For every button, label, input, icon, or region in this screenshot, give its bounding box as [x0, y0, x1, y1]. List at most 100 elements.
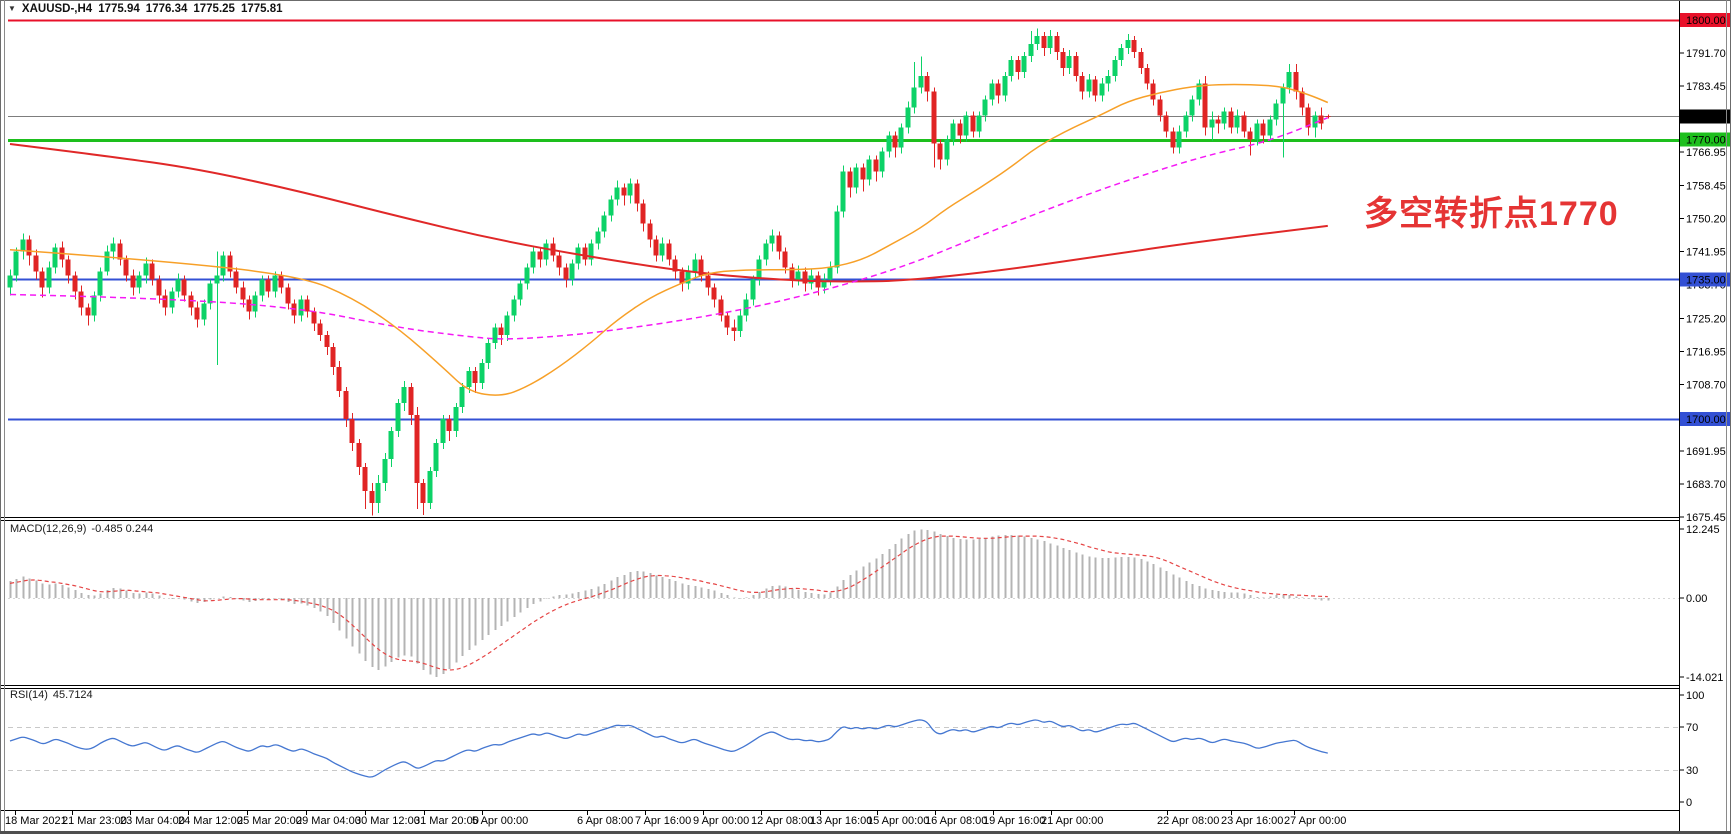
candle-body: [970, 115, 976, 132]
candle-body: [898, 127, 904, 148]
candle-body: [931, 91, 937, 144]
candle-body: [1112, 59, 1118, 76]
time-tick-label: 18 Mar 2021: [5, 815, 67, 827]
candle-body: [963, 115, 969, 136]
rsi-tick-label: 30: [1686, 765, 1698, 777]
candle-body: [498, 327, 504, 336]
time-tick-label: 30 Mar 12:00: [355, 815, 420, 827]
candle-body: [343, 391, 349, 420]
macd-tick-label: 0.00: [1686, 593, 1707, 605]
candle-body: [737, 315, 743, 332]
price-tick-label: 1791.70: [1686, 48, 1726, 60]
candle-body: [382, 458, 388, 483]
candle-body: [1221, 111, 1227, 124]
candle-body: [873, 159, 879, 172]
candle-body: [1209, 119, 1215, 128]
candle-body: [924, 75, 930, 92]
rsi-tick-label: 70: [1686, 722, 1698, 734]
time-tick-label: 13 Apr 16:00: [810, 815, 872, 827]
candle-body: [1008, 59, 1014, 76]
candle-body: [39, 271, 45, 288]
candle-body: [1189, 99, 1195, 116]
candle-body: [782, 251, 788, 268]
candle-body: [214, 275, 220, 284]
candle-body: [401, 387, 407, 404]
price-axis[interactable]: 1791.70 1783.45 1766.95 1758.45 1750.20 1741.…: [1679, 0, 1730, 834]
price-tag-label: 1800.00: [1686, 15, 1726, 27]
candle-body: [123, 259, 129, 276]
time-tick-label: 29 Mar 04:00: [296, 815, 361, 827]
candle-body: [1138, 51, 1144, 68]
candle-body: [905, 107, 911, 128]
candle-body: [1041, 35, 1047, 48]
candle-body: [1054, 35, 1060, 52]
candle-body: [634, 183, 640, 204]
candle-body: [65, 259, 71, 276]
annotation-text[interactable]: 多空转折点1770: [1364, 195, 1619, 233]
candle-body: [246, 299, 252, 312]
candle-body: [13, 251, 19, 276]
candle-body: [408, 387, 414, 416]
candle-body: [395, 403, 401, 432]
candle-body: [989, 83, 995, 100]
candle-body: [388, 431, 394, 459]
candle-body: [156, 279, 162, 296]
macd-pane: 12.245 0.00 -14.021: [8, 524, 1723, 684]
candle-body: [233, 271, 239, 288]
macd-indicator-label: MACD(12,26,9) -0.485 0.244: [10, 523, 158, 535]
candle-body: [1183, 115, 1189, 132]
ma-slow-red: [9, 143, 1328, 283]
candle-body: [91, 295, 97, 316]
candle-body: [1028, 43, 1034, 56]
candle-body: [117, 243, 123, 260]
candle-body: [647, 223, 653, 240]
candle-body: [1241, 115, 1247, 132]
candle-body: [840, 171, 846, 212]
candle-body: [33, 255, 39, 272]
rsi-tick-label: 0: [1686, 797, 1692, 809]
candle-body: [860, 167, 866, 180]
candle-body: [265, 279, 271, 292]
macd-values: -0.485 0.244: [91, 523, 154, 535]
candle-body: [446, 419, 452, 432]
candle-body: [143, 263, 149, 276]
candle-body: [259, 279, 265, 296]
time-tick-label: 31 Mar 20:00: [414, 815, 479, 827]
candle-body: [1215, 119, 1221, 124]
candle-body: [1273, 103, 1279, 120]
candle-body: [827, 267, 833, 280]
rsi-name: RSI(14): [10, 689, 48, 701]
candle-body: [278, 275, 284, 288]
candle-body: [595, 231, 601, 244]
macd-signal-line: [9, 535, 1328, 671]
candle-body: [543, 243, 549, 260]
chevron-down-icon[interactable]: ▼: [8, 3, 16, 13]
candle-body: [227, 255, 233, 272]
candle-body: [252, 295, 258, 312]
candle-body: [621, 187, 627, 196]
candle-body: [1176, 131, 1182, 148]
candle-body: [769, 235, 775, 244]
candle-body: [1105, 75, 1111, 84]
candle-body: [834, 211, 840, 268]
candle-body: [362, 466, 368, 491]
ohlc-low: 1775.25: [193, 2, 235, 15]
rsi-indicator-label: RSI(14) 45.7124: [10, 689, 98, 701]
candle-body: [181, 279, 187, 296]
candle-body: [763, 243, 769, 260]
candle-body: [272, 275, 278, 292]
candle-body: [789, 267, 795, 280]
candle-body: [285, 287, 291, 304]
candle-body: [1131, 39, 1137, 52]
candle-body: [847, 171, 853, 188]
candle-body: [317, 323, 323, 336]
price-tick-label: 1766.95: [1686, 147, 1726, 159]
price-tag-1800.00: [1680, 12, 1730, 27]
candle-body: [1150, 83, 1156, 100]
candle-body: [614, 187, 620, 200]
candle-body: [466, 371, 472, 388]
candle-body: [420, 482, 426, 503]
candle-body: [821, 279, 827, 288]
